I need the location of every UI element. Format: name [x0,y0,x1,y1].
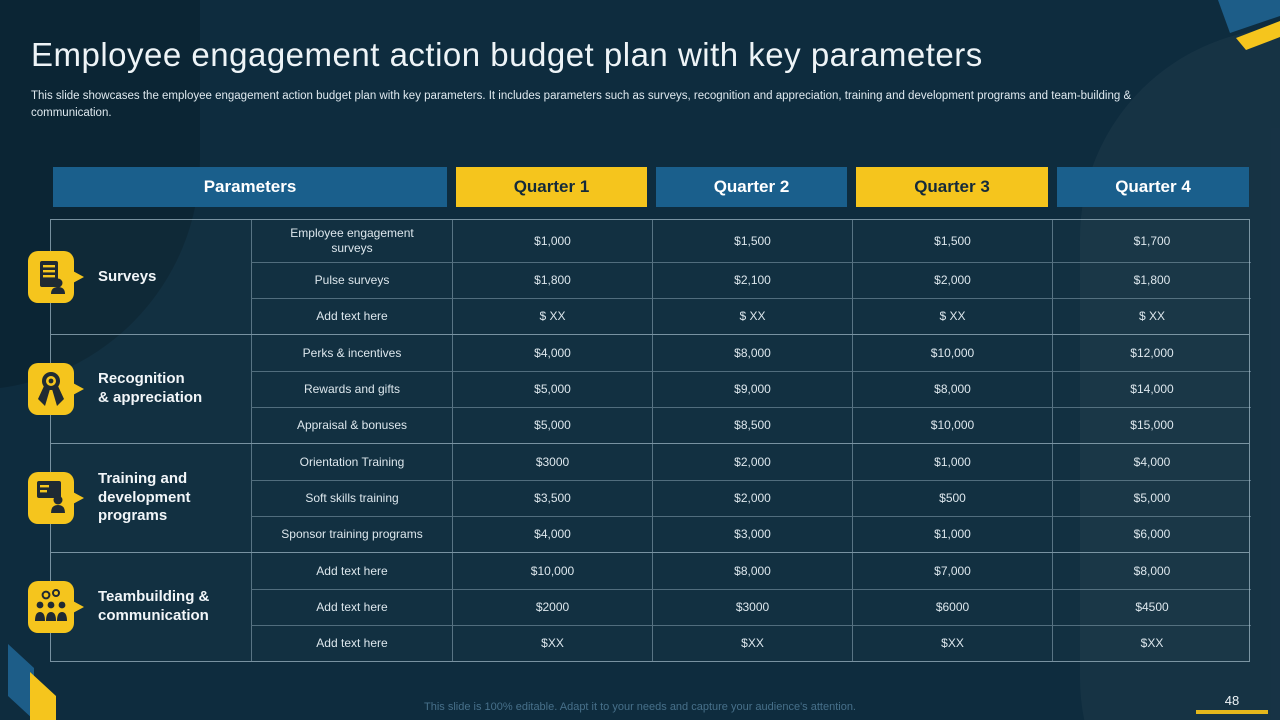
recognition-award-icon [27,362,87,416]
column-header-parameters[interactable]: Parameters [53,167,447,207]
value-placeholder-cell[interactable]: $XX [452,625,652,661]
parameter-cell: Sponsor training programs [251,516,452,552]
category-label: Recognition & appreciation [98,370,203,406]
value-cell: $15,000 [1052,407,1251,443]
value-cell: $4,000 [452,335,652,371]
value-cell: $2,000 [652,444,852,480]
category-cell-training: Training and development programs [28,444,251,552]
value-cell: $5,000 [1052,480,1251,516]
page-number-underline [1196,710,1268,714]
value-cell: $2000 [452,589,652,625]
survey-icon [27,250,87,304]
category-label: Teambuilding & communication [98,588,210,624]
table-group-training: Training and development programs Orient… [28,443,1251,552]
column-header-quarter-2[interactable]: Quarter 2 [656,167,847,207]
category-cell-recognition: Recognition & appreciation [28,335,251,443]
value-placeholder-cell[interactable]: $ XX [852,298,1052,334]
category-cell-teambuilding: Teambuilding & communication [28,553,251,661]
table-group-teambuilding: Teambuilding & communication Add text he… [28,552,1251,661]
corner-decoration-bottom-left-icon [8,644,56,720]
value-cell: $8,000 [652,553,852,589]
column-header-quarter-3[interactable]: Quarter 3 [856,167,1048,207]
page-number: 48 [1224,693,1240,708]
table-group-surveys: Surveys Employee engagement surveys $1,0… [28,220,1251,334]
value-cell: $12,000 [1052,335,1251,371]
parameter-placeholder-cell[interactable]: Add text here [251,298,452,334]
value-cell: $10,000 [452,553,652,589]
value-cell: $5,000 [452,371,652,407]
column-header-quarter-4[interactable]: Quarter 4 [1057,167,1249,207]
value-cell: $500 [852,480,1052,516]
value-cell: $4,000 [452,516,652,552]
value-cell: $3,000 [652,516,852,552]
value-placeholder-cell[interactable]: $ XX [1052,298,1251,334]
category-label: Training and development programs [98,469,191,525]
value-cell: $10,000 [852,407,1052,443]
value-cell: $5,000 [452,407,652,443]
parameter-cell: Rewards and gifts [251,371,452,407]
corner-decoration-top-right-icon [1218,0,1280,50]
teambuilding-people-icon [27,580,87,634]
value-cell: $2,100 [652,262,852,298]
value-cell: $14,000 [1052,371,1251,407]
parameter-placeholder-cell[interactable]: Add text here [251,589,452,625]
value-cell: $3000 [652,589,852,625]
value-cell: $1,000 [452,220,652,262]
value-cell: $3,500 [452,480,652,516]
column-header-quarter-1[interactable]: Quarter 1 [456,167,647,207]
value-cell: $7,000 [852,553,1052,589]
table-group-recognition: Recognition & appreciation Perks & incen… [28,334,1251,443]
value-cell: $6,000 [1052,516,1251,552]
footer-note: This slide is 100% editable. Adapt it to… [424,701,856,713]
value-cell: $1,000 [852,516,1052,552]
table-header-row: Parameters Quarter 1 Quarter 2 Quarter 3… [53,167,1249,207]
value-cell: $8,500 [652,407,852,443]
category-label: Surveys [98,267,157,285]
value-placeholder-cell[interactable]: $XX [1052,625,1251,661]
value-cell: $1,800 [1052,262,1251,298]
value-cell: $10,000 [852,335,1052,371]
parameter-placeholder-cell[interactable]: Add text here [251,625,452,661]
parameter-placeholder-cell[interactable]: Add text here [251,553,452,589]
value-cell: $1,800 [452,262,652,298]
value-cell: $8,000 [1052,553,1251,589]
page-indicator: 48 [1196,693,1268,714]
value-placeholder-cell[interactable]: $ XX [652,298,852,334]
page-title: Employee engagement action budget plan w… [31,36,983,73]
category-cell-surveys: Surveys [28,220,251,334]
value-cell: $1,700 [1052,220,1251,262]
value-cell: $8,000 [652,335,852,371]
parameter-cell: Appraisal & bonuses [251,407,452,443]
value-cell: $9,000 [652,371,852,407]
training-presentation-icon [27,471,87,525]
parameter-cell: Employee engagement surveys [251,220,452,262]
value-cell: $8,000 [852,371,1052,407]
value-placeholder-cell[interactable]: $XX [852,625,1052,661]
parameter-cell: Perks & incentives [251,335,452,371]
value-placeholder-cell[interactable]: $XX [652,625,852,661]
value-cell: $1,500 [652,220,852,262]
budget-table: Surveys Employee engagement surveys $1,0… [28,219,1251,662]
parameter-cell: Orientation Training [251,444,452,480]
value-cell: $4,000 [1052,444,1251,480]
value-cell: $1,000 [852,444,1052,480]
parameter-cell: Pulse surveys [251,262,452,298]
value-cell: $2,000 [652,480,852,516]
parameter-cell: Soft skills training [251,480,452,516]
value-cell: $2,000 [852,262,1052,298]
value-cell: $1,500 [852,220,1052,262]
slide-subtitle: This slide showcases the employee engage… [31,90,1132,120]
value-cell: $3000 [452,444,652,480]
value-cell: $4500 [1052,589,1251,625]
value-placeholder-cell[interactable]: $ XX [452,298,652,334]
value-cell: $6000 [852,589,1052,625]
